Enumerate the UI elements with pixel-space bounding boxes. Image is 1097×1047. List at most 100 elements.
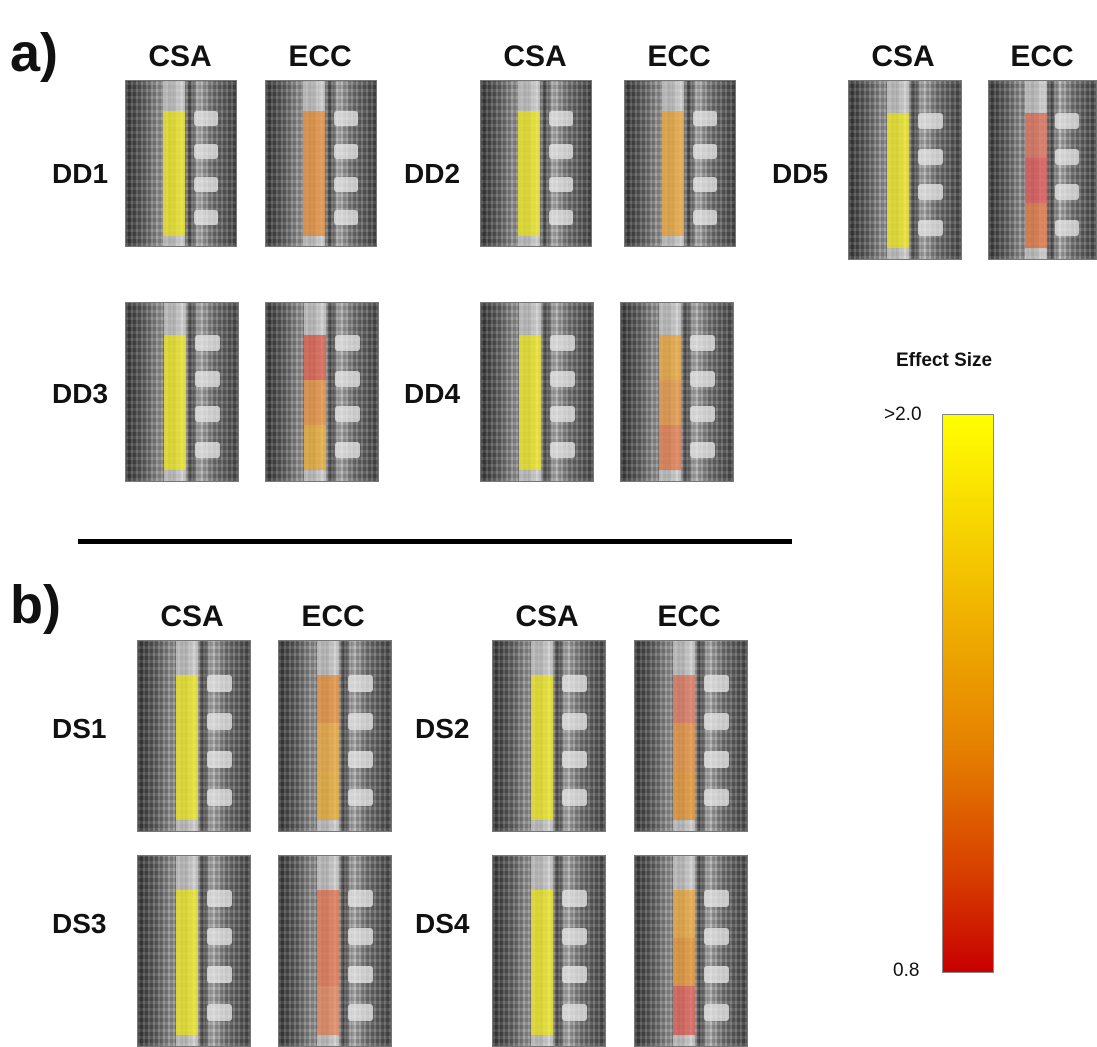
spinal-cord-overlay <box>176 856 199 1046</box>
vertebra <box>550 441 576 458</box>
cord-unshaded-top <box>317 641 340 676</box>
vertebra <box>334 110 359 126</box>
cord-segment <box>303 110 326 153</box>
vertebra <box>704 890 730 908</box>
vertebra <box>693 176 718 192</box>
vertebra <box>693 209 718 225</box>
cord-unshaded-top <box>659 303 682 336</box>
spinal-cord-overlay <box>531 856 554 1046</box>
ecc-image-ds4 <box>634 855 748 1047</box>
cord-unshaded-bottom <box>163 236 186 246</box>
cord-unshaded-top <box>673 641 696 676</box>
csa-image-dd1 <box>125 80 237 247</box>
csa-image-dd4 <box>480 302 594 482</box>
cord-segment <box>659 335 682 381</box>
cord-unshaded-bottom <box>673 1034 696 1046</box>
column-header-csa: CSA <box>160 600 224 633</box>
vertebra <box>194 176 219 192</box>
cord-segment <box>317 723 340 772</box>
cord-segment <box>317 675 340 724</box>
ecc-image-ds3 <box>278 855 392 1047</box>
csa-image-dd3 <box>125 302 239 482</box>
cord-unshaded-bottom <box>659 470 682 481</box>
vertebra <box>207 751 233 769</box>
panel-label-ds4: DS4 <box>415 908 470 939</box>
vertebra <box>207 890 233 908</box>
ecc-image-dd5 <box>988 80 1097 260</box>
vertebra <box>550 406 576 423</box>
vertebra <box>335 370 361 387</box>
ecc-image-dd4 <box>620 302 734 482</box>
cord-unshaded-bottom <box>519 470 542 481</box>
cord-unshaded-bottom <box>662 236 685 246</box>
vertebra <box>704 751 730 769</box>
panel-label-ds1: DS1 <box>52 713 107 744</box>
csa-image-ds1 <box>137 640 251 832</box>
cord-segment <box>662 194 685 237</box>
vertebra <box>1055 184 1079 201</box>
vertebra <box>562 789 588 807</box>
vertebra <box>549 209 574 225</box>
vertebra <box>562 1004 588 1022</box>
cord-unshaded-top <box>518 81 541 111</box>
vertebra <box>348 928 374 946</box>
cord-unshaded-bottom <box>531 1034 554 1046</box>
vertebra <box>348 1004 374 1022</box>
csa-image-ds2 <box>492 640 606 832</box>
ecc-image-dd1 <box>265 80 377 247</box>
colorbar <box>942 414 994 973</box>
vertebra <box>549 143 574 159</box>
vertebra <box>335 406 361 423</box>
csa-image-ds4 <box>492 855 606 1047</box>
vertebra <box>194 209 219 225</box>
spinal-cord-overlay <box>304 303 327 481</box>
vertebra <box>348 890 374 908</box>
cord-unshaded-bottom <box>1025 248 1047 259</box>
section-divider <box>78 539 792 544</box>
cord-unshaded-top <box>164 303 187 336</box>
vertebra <box>562 890 588 908</box>
cord-segment <box>673 938 696 987</box>
cord-segment <box>887 113 910 249</box>
cord-segment <box>673 771 696 820</box>
cord-unshaded-bottom <box>531 819 554 831</box>
vertebra <box>918 113 944 130</box>
column-header-csa: CSA <box>148 40 212 73</box>
spinal-cord-overlay <box>887 81 910 259</box>
cord-segment <box>303 194 326 237</box>
ecc-image-dd3 <box>265 302 379 482</box>
cord-unshaded-bottom <box>887 248 910 259</box>
vertebra <box>195 441 221 458</box>
cord-segment <box>304 380 327 426</box>
cord-segment <box>662 110 685 153</box>
cord-segment <box>519 335 542 471</box>
spinal-cord-overlay <box>662 81 685 246</box>
cord-segment <box>317 771 340 820</box>
vertebra <box>549 110 574 126</box>
spinal-cord-overlay <box>659 303 682 481</box>
vertebra <box>690 335 716 352</box>
vertebra <box>690 441 716 458</box>
column-header-ecc: ECC <box>1010 40 1074 73</box>
panel-label-dd5: DD5 <box>772 158 829 189</box>
panel-label-dd2: DD2 <box>404 158 461 189</box>
cord-segment <box>317 890 340 939</box>
panel-label-ds3: DS3 <box>52 908 107 939</box>
cord-segment <box>317 938 340 987</box>
colorbar-title: Effect Size <box>896 350 993 371</box>
vertebra <box>693 110 718 126</box>
vertebra <box>549 176 574 192</box>
column-header-csa: CSA <box>871 40 935 73</box>
cord-segment <box>531 675 554 820</box>
vertebra <box>704 966 730 984</box>
cord-unshaded-top <box>304 303 327 336</box>
cord-segment <box>1025 113 1047 159</box>
spinal-cord-overlay <box>317 641 340 831</box>
column-header-ecc: ECC <box>288 40 352 73</box>
cord-segment <box>303 152 326 195</box>
vertebra <box>348 713 374 731</box>
cord-segment <box>518 110 541 237</box>
vertebra <box>690 406 716 423</box>
vertebra <box>562 751 588 769</box>
cord-unshaded-top <box>531 641 554 676</box>
